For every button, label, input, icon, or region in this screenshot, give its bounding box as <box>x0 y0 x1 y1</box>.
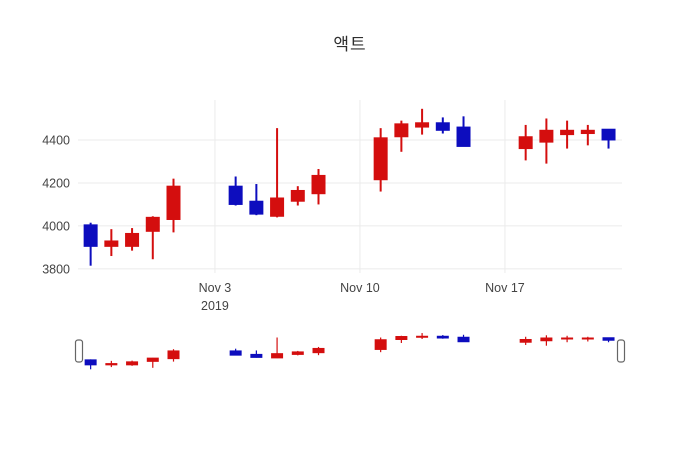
candle-body <box>146 357 159 362</box>
y-tick-label: 4400 <box>42 133 70 147</box>
candle-body <box>540 337 553 342</box>
candle-body <box>105 363 118 366</box>
candlestick[interactable] <box>518 124 533 161</box>
candle-body <box>416 335 429 338</box>
rangeslider-candlestick[interactable] <box>126 360 139 366</box>
candle-body <box>374 339 387 350</box>
candle-body <box>457 336 470 343</box>
candle-body <box>229 350 242 356</box>
rangeslider-candlestick[interactable] <box>581 336 594 342</box>
candlestick[interactable] <box>145 216 160 260</box>
candlestick[interactable] <box>373 128 388 192</box>
rangeslider-candlestick[interactable] <box>519 336 532 345</box>
candlestick[interactable] <box>601 128 616 149</box>
rangeslider-candlestick[interactable] <box>271 337 284 359</box>
candle-body <box>601 128 616 141</box>
candle-body <box>125 232 140 247</box>
rangeslider-candlestick[interactable] <box>540 335 553 346</box>
candle-body <box>581 337 594 340</box>
rangeslider-track[interactable] <box>78 331 622 371</box>
rangeslider-candlestick[interactable] <box>457 334 470 343</box>
candle-body <box>560 129 575 136</box>
candlestick[interactable] <box>580 124 595 146</box>
plot-drag-area[interactable] <box>78 100 622 273</box>
candle-body <box>290 189 305 202</box>
candlestick[interactable] <box>560 120 575 149</box>
candle-body <box>291 351 304 355</box>
y-tick-label: 3800 <box>42 262 70 276</box>
candlestick[interactable] <box>456 116 471 147</box>
candle-body <box>250 353 263 358</box>
candle-body <box>83 224 98 247</box>
candlestick[interactable] <box>166 178 181 233</box>
x-tick-label: Nov 10 <box>340 281 380 295</box>
candle-body <box>580 129 595 135</box>
candle-body <box>249 200 264 215</box>
candlestick[interactable] <box>435 117 450 134</box>
candlesticks <box>83 108 616 266</box>
candle-body <box>166 185 181 220</box>
y-tick-label: 4200 <box>42 176 70 190</box>
candle-body <box>394 123 409 138</box>
x-tick-label: Nov 3 <box>199 281 232 295</box>
candle-body <box>228 185 243 205</box>
candle-body <box>84 359 97 366</box>
rangeslider-candlestick[interactable] <box>105 360 118 368</box>
rangeslider <box>74 331 626 371</box>
rangeslider-candlestick[interactable] <box>167 349 180 362</box>
y-tick-label: 4000 <box>42 219 70 233</box>
rangeslider-candlestick[interactable] <box>416 333 429 339</box>
candle-body <box>104 240 119 247</box>
candlestick[interactable] <box>104 229 119 257</box>
candlestick[interactable] <box>249 184 264 216</box>
rangeslider-candlestick[interactable] <box>374 337 387 353</box>
candle-body <box>311 174 326 195</box>
x-axis-tick-labels: Nov 3 2019 Nov 10 Nov 17 <box>199 281 525 313</box>
candle-body <box>518 136 533 150</box>
rangeslider-candlestick[interactable] <box>602 337 615 343</box>
rangeslider-candlestick[interactable] <box>250 350 263 358</box>
candlestick[interactable] <box>83 222 98 266</box>
candlestick[interactable] <box>125 228 140 251</box>
candle-body <box>395 336 408 340</box>
candle-body <box>271 353 284 359</box>
rangeslider-candlestick[interactable] <box>84 359 97 370</box>
candlestick[interactable] <box>539 118 554 164</box>
candle-body <box>436 335 449 339</box>
candle-body <box>456 126 471 147</box>
candle-body <box>145 216 160 232</box>
rangeslider-candlestick[interactable] <box>395 335 408 343</box>
candlestick[interactable] <box>394 120 409 152</box>
candlestick[interactable] <box>290 186 305 206</box>
candle-body <box>561 337 574 340</box>
rangeslider-candlestick[interactable] <box>312 346 325 356</box>
candle-body <box>167 350 180 360</box>
candlestick[interactable] <box>270 128 285 218</box>
candle-body <box>126 361 139 366</box>
candle-body <box>519 338 532 343</box>
candle-body <box>539 129 554 143</box>
rangeslider-left-handle[interactable] <box>74 339 84 363</box>
rangeslider-candlestick[interactable] <box>291 350 304 356</box>
chart-title: 액트 <box>333 35 367 54</box>
candle-body <box>312 347 325 354</box>
candle-body <box>435 122 450 131</box>
rangeslider-candlestick[interactable] <box>229 348 242 356</box>
rangeslider-right-handle[interactable] <box>616 339 626 363</box>
candle-body <box>415 122 430 128</box>
x-tick-label: Nov 17 <box>485 281 525 295</box>
candlestick[interactable] <box>228 176 243 206</box>
candlestick[interactable] <box>311 168 326 205</box>
y-axis-tick-labels: 3800 4000 4200 4400 <box>42 133 70 276</box>
candlestick[interactable] <box>415 108 430 135</box>
rangeslider-candlestick[interactable] <box>561 335 574 343</box>
rangeslider-candlestick[interactable] <box>146 357 159 368</box>
candle-body <box>373 137 388 181</box>
candle-body <box>270 197 285 217</box>
candle-body <box>602 337 615 341</box>
rangeslider-candlestick[interactable] <box>436 335 449 339</box>
x-tick-sublabel: 2019 <box>201 299 229 313</box>
